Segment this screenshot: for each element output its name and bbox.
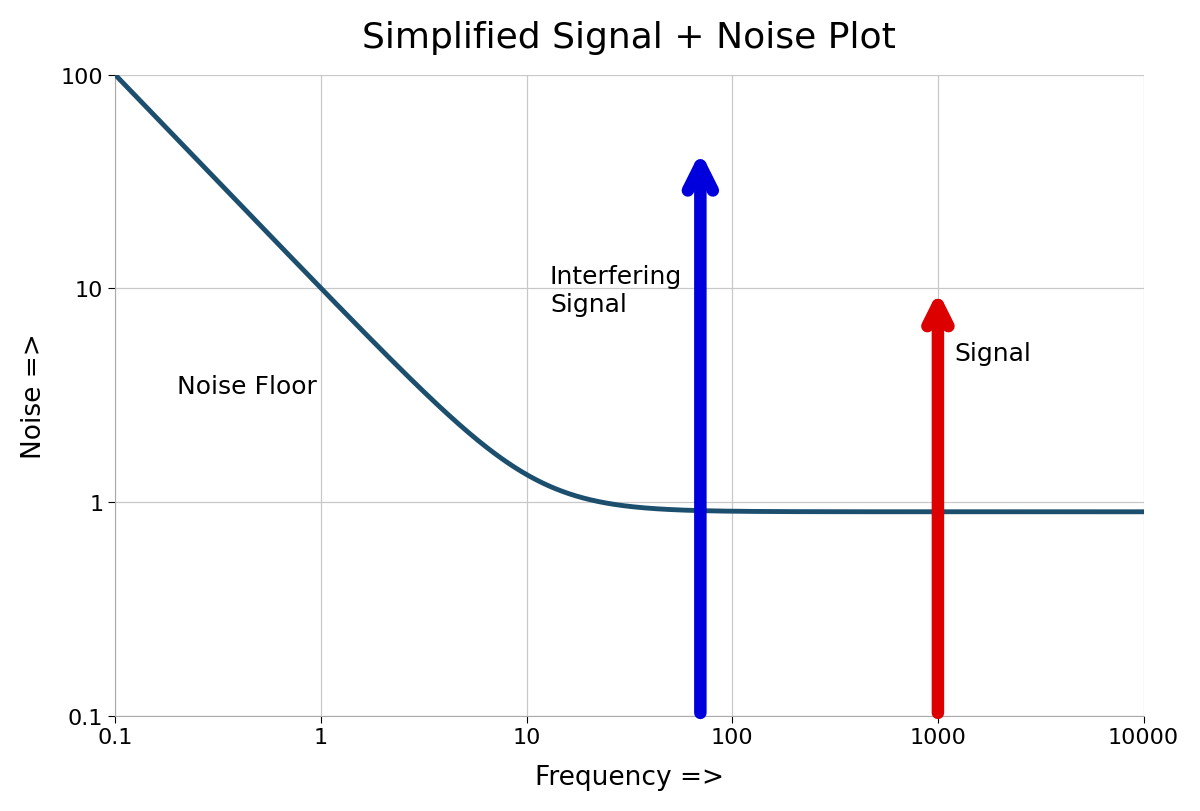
Text: Noise Floor: Noise Floor — [178, 374, 317, 398]
Text: Signal: Signal — [954, 341, 1031, 365]
Text: Interfering
Signal: Interfering Signal — [550, 264, 683, 316]
Y-axis label: Noise =>: Noise => — [20, 333, 47, 458]
X-axis label: Frequency =>: Frequency => — [535, 764, 724, 790]
Title: Simplified Signal + Noise Plot: Simplified Signal + Noise Plot — [362, 21, 896, 55]
